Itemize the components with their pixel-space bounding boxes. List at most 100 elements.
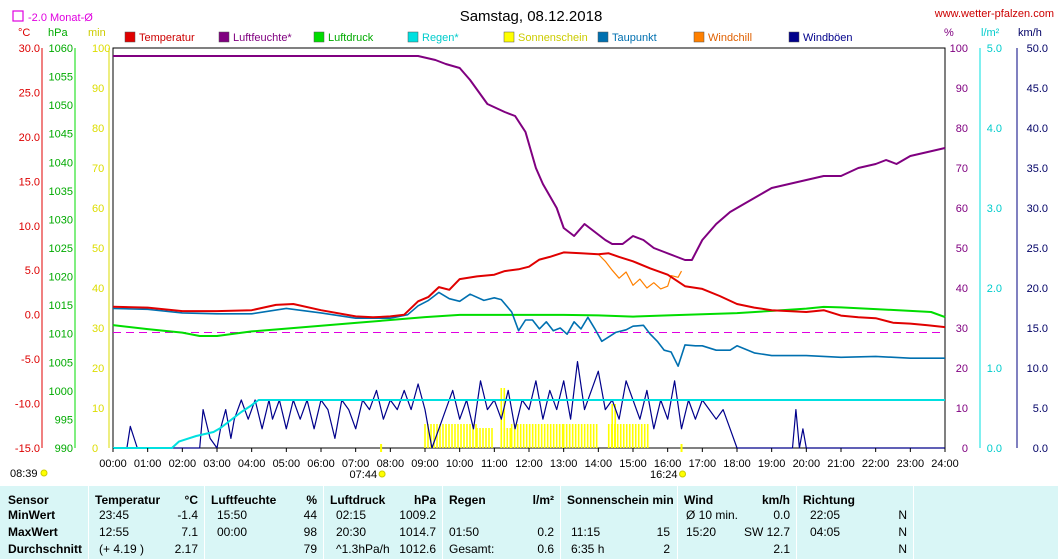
tick-label-pressure: 995 bbox=[55, 414, 73, 426]
axis-unit-rain: l/m² bbox=[981, 27, 1000, 39]
x-tick-label: 07:00 bbox=[342, 458, 370, 470]
tick-label-wind: 35.0 bbox=[1027, 163, 1048, 175]
legend-swatch bbox=[407, 31, 419, 43]
x-tick-label: 23:00 bbox=[897, 458, 925, 470]
weather-chart: Samstag, 08.12.2018 www.wetter-pfalzen.c… bbox=[10, 8, 1054, 481]
stats-cell-dir-time: 04:05 bbox=[810, 525, 841, 539]
axis-unit-hpa: hPa bbox=[48, 27, 68, 39]
sunset-sun-icon bbox=[679, 470, 687, 478]
legend-swatch bbox=[313, 31, 325, 43]
sunset-label: 16:24 bbox=[650, 469, 678, 481]
tick-label-pressure: 1035 bbox=[49, 186, 73, 198]
tick-label-temp: -15.0 bbox=[15, 443, 40, 455]
tick-label-pressure: 1015 bbox=[49, 300, 73, 312]
tick-label-pressure: 1060 bbox=[49, 43, 73, 55]
x-tick-label: 13:00 bbox=[550, 458, 578, 470]
stats-cell-temp-val: 7.1 bbox=[181, 525, 198, 539]
x-tick-label: 21:00 bbox=[827, 458, 855, 470]
legend-swatch bbox=[788, 31, 800, 43]
tick-label-humidity: 100 bbox=[950, 43, 968, 55]
stats-cell-dir-val: N bbox=[898, 508, 907, 522]
tick-label-pressure: 1000 bbox=[49, 386, 73, 398]
legend-label: Taupunkt bbox=[612, 32, 657, 44]
tick-label-sunshine: 30 bbox=[92, 323, 104, 335]
x-tick-label: 09:00 bbox=[411, 458, 439, 470]
stats-cell-rain-val: 0.6 bbox=[537, 542, 554, 556]
stats-cell-hum-val: 98 bbox=[303, 525, 317, 539]
tick-label-temp: 15.0 bbox=[19, 176, 40, 188]
tick-label-humidity: 30 bbox=[956, 323, 968, 335]
stats-cell-hum-time: 15:50 bbox=[217, 508, 248, 522]
tick-label-temp: -5.0 bbox=[21, 354, 40, 366]
tick-label-wind: 15.0 bbox=[1027, 323, 1048, 335]
tick-label-sunshine: 0 bbox=[92, 443, 98, 455]
tick-label-sunshine: 10 bbox=[92, 403, 104, 415]
stats-cell-sun-val: 15 bbox=[656, 525, 670, 539]
x-tick-label: 22:00 bbox=[862, 458, 890, 470]
stats-cell-wind-val: 2.1 bbox=[773, 542, 790, 556]
tick-label-temp: 30.0 bbox=[19, 43, 40, 55]
stats-cell-rain-time: 01:50 bbox=[449, 525, 480, 539]
tick-label-pressure: 1040 bbox=[49, 157, 73, 169]
tick-label-temp: 5.0 bbox=[25, 265, 40, 277]
legend-label: Windböen bbox=[803, 32, 853, 44]
x-tick-label: 20:00 bbox=[793, 458, 821, 470]
tick-label-sunshine: 90 bbox=[92, 83, 104, 95]
stats-col-divider bbox=[677, 486, 678, 559]
tick-label-humidity: 0 bbox=[962, 443, 968, 455]
series-line-luftdruck bbox=[112, 305, 946, 337]
stats-cell-temp-time: (+ 4.19 ) bbox=[99, 542, 145, 556]
x-tick-label: 17:00 bbox=[689, 458, 717, 470]
stats-cell-rain-time: Gesamt: bbox=[449, 542, 495, 556]
stats-col-divider bbox=[560, 486, 561, 559]
tick-label-temp: 25.0 bbox=[19, 87, 40, 99]
stats-cell-press-time: 20:30 bbox=[336, 525, 367, 539]
stats-cell-press-time: ^1.3hPa/h bbox=[336, 542, 390, 556]
stats-header-rain: Regen bbox=[449, 493, 486, 507]
x-tick-label: 00:00 bbox=[99, 458, 127, 470]
stats-cell-press-time: 02:15 bbox=[336, 508, 367, 522]
legend-swatch bbox=[124, 31, 136, 43]
stats-col-divider bbox=[442, 486, 443, 559]
axis-unit-pct: % bbox=[944, 27, 954, 39]
legend-label: Temperatur bbox=[139, 32, 195, 44]
tick-label-rain: 3.0 bbox=[987, 203, 1002, 215]
series-line-regen bbox=[113, 399, 945, 449]
stats-cell-hum-val: 44 bbox=[303, 508, 317, 522]
tick-label-wind: 20.0 bbox=[1027, 283, 1048, 295]
stats-cell-temp-time: 23:45 bbox=[99, 508, 130, 522]
axis-unit-temp: °C bbox=[18, 27, 30, 39]
stats-col-divider bbox=[796, 486, 797, 559]
tick-label-wind: 0.0 bbox=[1033, 443, 1048, 455]
tick-label-rain: 0.0 bbox=[987, 443, 1002, 455]
x-tick-label: 18:00 bbox=[723, 458, 751, 470]
tick-label-temp: 20.0 bbox=[19, 132, 40, 144]
stats-cell-label: MinWert bbox=[8, 508, 56, 522]
stats-header-wind-unit: km/h bbox=[761, 493, 790, 507]
stats-cell-wind-time: Ø 10 min. bbox=[686, 508, 739, 522]
x-tick-label: 01:00 bbox=[134, 458, 162, 470]
axis-ticks-group: 30.0 25.0 20.0 15.0 10.0 5.0 0.0 -5.0 -10.0 -15.0… bbox=[15, 43, 1048, 455]
stats-cell-sun-val: 2 bbox=[663, 542, 670, 556]
tick-label-humidity: 90 bbox=[956, 83, 968, 95]
legend-swatch bbox=[693, 31, 705, 43]
stats-cell-dir-time: 22:05 bbox=[810, 508, 841, 522]
legend-swatch bbox=[503, 31, 515, 43]
stats-header-temp: Temperatur bbox=[95, 493, 161, 507]
x-tick-label: 10:00 bbox=[446, 458, 474, 470]
tick-label-rain: 5.0 bbox=[987, 43, 1002, 55]
tick-label-pressure: 1050 bbox=[49, 100, 73, 112]
x-tick-label: 04:00 bbox=[238, 458, 266, 470]
tick-label-pressure: 1055 bbox=[49, 72, 73, 84]
tick-label-rain: 2.0 bbox=[987, 283, 1002, 295]
x-tick-label: 06:00 bbox=[307, 458, 335, 470]
legend-swatch bbox=[597, 31, 609, 43]
stats-cell-dir-val: N bbox=[898, 525, 907, 539]
stats-header-rain-unit: l/m² bbox=[532, 493, 554, 507]
x-tick-label: 24:00 bbox=[931, 458, 959, 470]
site-link[interactable]: www.wetter-pfalzen.com bbox=[934, 8, 1054, 20]
series-line-luftfeuchte bbox=[113, 55, 946, 261]
tick-label-sunshine: 80 bbox=[92, 123, 104, 135]
legend-label: Sonnenschein bbox=[518, 32, 588, 44]
stats-cell-press-val: 1009.2 bbox=[399, 508, 436, 522]
